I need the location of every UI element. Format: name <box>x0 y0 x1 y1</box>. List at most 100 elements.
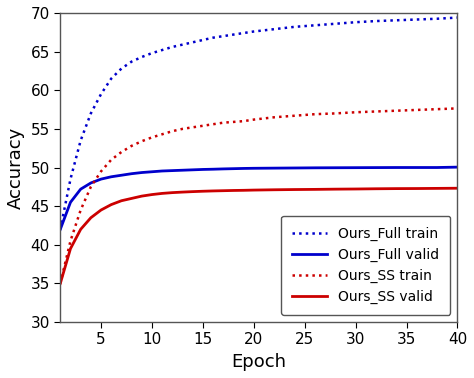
Ours_Full valid <box>129 172 135 176</box>
Ours_Full train <box>78 138 83 143</box>
Line: Ours_SS valid: Ours_SS valid <box>60 188 457 284</box>
Ours_Full valid <box>251 166 256 170</box>
Ours_SS valid <box>393 186 399 191</box>
Ours_Full valid <box>210 167 216 172</box>
Ours_Full train <box>251 29 256 34</box>
Ours_Full train <box>159 48 165 52</box>
Ours_Full valid <box>434 165 440 170</box>
Ours_Full valid <box>414 165 419 170</box>
Ours_SS valid <box>200 189 206 194</box>
Ours_SS valid <box>241 188 246 192</box>
Ours_SS valid <box>159 191 165 196</box>
Ours_Full train <box>241 31 246 35</box>
Ours_SS train <box>170 129 175 133</box>
Ours_Full valid <box>292 166 297 170</box>
Ours_Full valid <box>98 177 104 181</box>
Line: Ours_SS train: Ours_SS train <box>60 108 457 284</box>
Ours_Full valid <box>57 227 63 232</box>
Ours_Full train <box>210 36 216 40</box>
Ours_Full train <box>180 42 185 47</box>
X-axis label: Epoch: Epoch <box>231 353 286 371</box>
Ours_SS valid <box>180 190 185 194</box>
Ours_SS valid <box>57 281 63 286</box>
Ours_Full valid <box>170 168 175 173</box>
Ours_Full train <box>88 111 94 116</box>
Ours_SS valid <box>230 188 236 193</box>
Ours_Full train <box>200 38 206 42</box>
Ours_SS train <box>139 139 145 144</box>
Ours_SS train <box>200 124 206 128</box>
Ours_Full train <box>230 32 236 37</box>
Ours_Full train <box>170 45 175 49</box>
Ours_Full train <box>271 27 277 31</box>
Ours_SS valid <box>455 186 460 191</box>
Ours_Full valid <box>241 166 246 171</box>
Ours_Full valid <box>312 166 318 170</box>
Ours_Full valid <box>200 167 206 172</box>
Ours_SS train <box>241 119 246 123</box>
Ours_SS train <box>68 239 73 243</box>
Ours_SS train <box>251 117 256 122</box>
Ours_SS valid <box>210 189 216 193</box>
Ours_SS train <box>159 132 165 136</box>
Ours_Full valid <box>230 166 236 171</box>
Ours_Full valid <box>78 187 83 191</box>
Ours_SS train <box>353 110 358 115</box>
Ours_Full train <box>109 76 114 81</box>
Ours_Full train <box>414 17 419 22</box>
Ours_Full train <box>292 25 297 29</box>
Ours_Full valid <box>68 200 73 204</box>
Ours_SS valid <box>109 202 114 207</box>
Ours_Full valid <box>373 165 379 170</box>
Ours_SS train <box>190 125 195 130</box>
Ours_SS valid <box>170 191 175 195</box>
Ours_Full train <box>68 177 73 181</box>
Ours_SS train <box>393 108 399 113</box>
Ours_SS valid <box>414 186 419 191</box>
Ours_SS valid <box>129 196 135 201</box>
Ours_SS valid <box>78 227 83 232</box>
Ours_Full train <box>434 17 440 21</box>
Ours_SS valid <box>149 192 155 197</box>
Ours_Full train <box>455 15 460 20</box>
Ours_Full valid <box>190 167 195 172</box>
Ours_SS train <box>78 208 83 212</box>
Ours_SS valid <box>139 194 145 198</box>
Y-axis label: Accuracy: Accuracy <box>7 126 25 209</box>
Ours_SS train <box>180 127 185 131</box>
Ours_Full train <box>149 51 155 56</box>
Ours_SS train <box>373 109 379 114</box>
Ours_Full valid <box>455 165 460 169</box>
Ours_Full valid <box>149 169 155 174</box>
Ours_SS valid <box>312 187 318 192</box>
Ours_SS train <box>434 107 440 112</box>
Ours_SS train <box>332 111 338 116</box>
Ours_SS train <box>118 150 124 154</box>
Ours_Full train <box>139 55 145 59</box>
Ours_Full valid <box>109 175 114 179</box>
Ours_SS valid <box>220 188 226 193</box>
Ours_Full valid <box>393 165 399 170</box>
Ours_Full train <box>220 34 226 39</box>
Ours_Full train <box>190 40 195 45</box>
Ours_SS valid <box>434 186 440 191</box>
Ours_SS train <box>271 115 277 119</box>
Ours_SS train <box>230 120 236 124</box>
Ours_SS train <box>88 184 94 189</box>
Legend: Ours_Full train, Ours_Full valid, Ours_SS train, Ours_SS valid: Ours_Full train, Ours_Full valid, Ours_S… <box>281 215 450 315</box>
Ours_Full valid <box>118 173 124 178</box>
Ours_Full train <box>353 20 358 25</box>
Ours_Full valid <box>353 166 358 170</box>
Ours_SS train <box>129 144 135 148</box>
Ours_Full train <box>57 227 63 232</box>
Ours_Full valid <box>139 170 145 175</box>
Ours_SS valid <box>98 208 104 212</box>
Ours_SS valid <box>251 188 256 192</box>
Ours_SS valid <box>271 187 277 192</box>
Ours_Full train <box>98 92 104 96</box>
Ours_SS valid <box>88 215 94 220</box>
Ours_SS train <box>98 169 104 174</box>
Ours_SS train <box>109 158 114 162</box>
Ours_Full train <box>373 19 379 23</box>
Ours_SS valid <box>68 246 73 251</box>
